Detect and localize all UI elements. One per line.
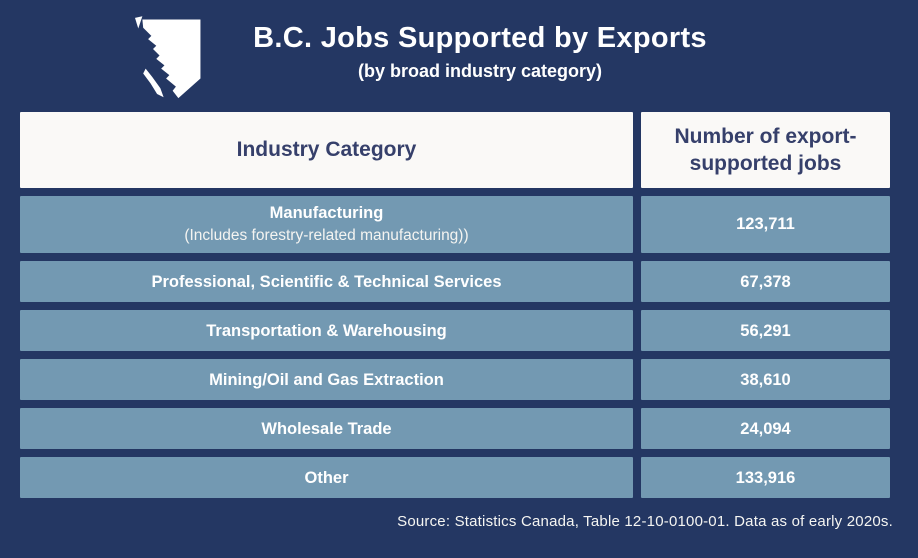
row-subtext: (Includes forestry-related manufacturing…: [184, 227, 469, 245]
row-value: 56,291: [740, 321, 791, 340]
table-row: Transportation & Warehousing 56,291: [20, 310, 890, 352]
row-category: Other: [304, 468, 349, 487]
bc-province-map-icon: [135, 16, 201, 99]
value-cell: 38,610: [641, 359, 890, 401]
row-value: 24,094: [740, 419, 791, 438]
row-value: 123,711: [736, 215, 795, 234]
row-value: 38,610: [740, 370, 791, 389]
industry-cell: Other: [20, 457, 633, 499]
industry-cell: Manufacturing (Includes forestry-related…: [20, 196, 633, 254]
row-category: Transportation & Warehousing: [206, 321, 447, 340]
value-cell: 67,378: [641, 261, 890, 303]
table-row: Manufacturing (Includes forestry-related…: [20, 196, 890, 254]
row-category: Mining/Oil and Gas Extraction: [209, 370, 444, 389]
row-value: 133,916: [735, 468, 796, 487]
industry-cell: Wholesale Trade: [20, 408, 633, 450]
table-body: Manufacturing (Includes forestry-related…: [20, 196, 890, 499]
column-header-industry: Industry Category: [20, 112, 633, 188]
jobs-table: Industry Category Number of export-suppo…: [20, 112, 890, 506]
table-row: Professional, Scientific & Technical Ser…: [20, 261, 890, 303]
infographic-header: B.C. Jobs Supported by Exports (by broad…: [0, 0, 918, 106]
table-row: Other 133,916: [20, 457, 890, 499]
page-subtitle: (by broad industry category): [357, 61, 603, 81]
page-title: B.C. Jobs Supported by Exports: [253, 22, 707, 54]
row-category: Manufacturing: [269, 204, 384, 222]
table-header-row: Industry Category Number of export-suppo…: [20, 112, 890, 188]
industry-cell: Professional, Scientific & Technical Ser…: [20, 261, 633, 303]
row-value: 67,378: [740, 272, 791, 291]
value-cell: 56,291: [641, 310, 890, 352]
row-category: Professional, Scientific & Technical Ser…: [151, 272, 502, 291]
column-header-jobs: Number of export-supported jobs: [641, 112, 890, 188]
row-category: Wholesale Trade: [261, 419, 392, 438]
table-row: Wholesale Trade 24,094: [20, 408, 890, 450]
industry-cell: Transportation & Warehousing: [20, 310, 633, 352]
source-note: Source: Statistics Canada, Table 12-10-0…: [397, 513, 893, 530]
table-row: Mining/Oil and Gas Extraction 38,610: [20, 359, 890, 401]
value-cell: 133,916: [641, 457, 890, 499]
value-cell: 123,711: [641, 196, 890, 254]
value-cell: 24,094: [641, 408, 890, 450]
industry-cell: Mining/Oil and Gas Extraction: [20, 359, 633, 401]
